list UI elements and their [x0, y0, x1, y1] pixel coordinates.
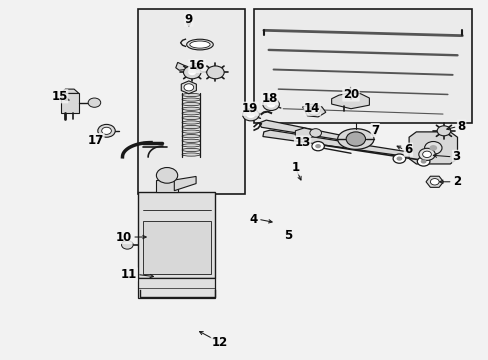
Circle shape: [307, 106, 320, 115]
Text: 11: 11: [121, 268, 137, 281]
Ellipse shape: [182, 153, 200, 156]
Polygon shape: [408, 132, 457, 164]
Circle shape: [98, 125, 115, 137]
Text: 12: 12: [211, 336, 227, 349]
Ellipse shape: [182, 112, 200, 115]
Polygon shape: [174, 176, 196, 191]
Text: 1: 1: [291, 161, 299, 174]
Text: 2: 2: [452, 175, 460, 188]
Text: 3: 3: [452, 150, 460, 163]
Ellipse shape: [182, 116, 200, 120]
Bar: [138, 193, 215, 278]
Bar: [61, 93, 79, 113]
Circle shape: [420, 159, 426, 163]
Circle shape: [206, 66, 224, 79]
Circle shape: [88, 98, 101, 107]
Circle shape: [422, 151, 430, 158]
Ellipse shape: [182, 139, 200, 143]
Bar: [142, 221, 210, 274]
Circle shape: [429, 179, 438, 185]
Circle shape: [311, 141, 324, 151]
Text: 13: 13: [294, 136, 310, 149]
Text: 6: 6: [404, 143, 412, 156]
Circle shape: [346, 132, 365, 146]
Circle shape: [424, 141, 441, 154]
Circle shape: [315, 144, 320, 148]
Circle shape: [122, 240, 133, 249]
Circle shape: [183, 84, 193, 91]
Text: 18: 18: [261, 91, 277, 104]
Circle shape: [436, 126, 450, 136]
Polygon shape: [61, 89, 79, 93]
Polygon shape: [263, 130, 427, 159]
Bar: [254, 9, 471, 123]
Text: 19: 19: [242, 102, 258, 115]
Bar: [138, 9, 244, 194]
Ellipse shape: [189, 41, 210, 48]
Text: 8: 8: [457, 120, 465, 133]
Polygon shape: [302, 104, 325, 117]
Ellipse shape: [182, 130, 200, 133]
Polygon shape: [181, 81, 196, 94]
Circle shape: [418, 148, 434, 161]
Text: 10: 10: [116, 230, 132, 243]
Circle shape: [188, 69, 196, 75]
Ellipse shape: [182, 144, 200, 147]
Circle shape: [156, 167, 177, 183]
Text: 17: 17: [87, 134, 104, 147]
Polygon shape: [191, 63, 203, 69]
Text: 5: 5: [284, 229, 292, 242]
Circle shape: [428, 145, 436, 151]
Ellipse shape: [182, 93, 200, 96]
Circle shape: [246, 112, 255, 118]
Text: 4: 4: [249, 213, 258, 226]
Text: 7: 7: [370, 123, 379, 136]
Circle shape: [392, 154, 405, 163]
Circle shape: [396, 157, 402, 161]
Text: 15: 15: [51, 90, 68, 103]
Polygon shape: [425, 176, 443, 187]
Circle shape: [242, 109, 259, 121]
Circle shape: [266, 101, 275, 108]
Text: 20: 20: [342, 88, 358, 101]
Text: 9: 9: [184, 13, 193, 26]
Bar: [156, 180, 178, 193]
Polygon shape: [175, 62, 187, 70]
Ellipse shape: [182, 135, 200, 138]
Ellipse shape: [182, 98, 200, 101]
Ellipse shape: [182, 107, 200, 110]
Ellipse shape: [182, 125, 200, 129]
Polygon shape: [295, 128, 313, 140]
Polygon shape: [259, 120, 350, 141]
Circle shape: [183, 66, 201, 79]
Text: 14: 14: [304, 102, 320, 115]
Ellipse shape: [182, 103, 200, 106]
Circle shape: [102, 127, 111, 134]
Ellipse shape: [186, 39, 213, 50]
Circle shape: [416, 157, 429, 166]
Ellipse shape: [182, 148, 200, 152]
Polygon shape: [331, 93, 368, 109]
Text: 16: 16: [188, 59, 205, 72]
Bar: [138, 278, 215, 298]
Circle shape: [263, 98, 279, 111]
Ellipse shape: [337, 129, 373, 149]
Circle shape: [309, 129, 321, 137]
Ellipse shape: [182, 121, 200, 124]
